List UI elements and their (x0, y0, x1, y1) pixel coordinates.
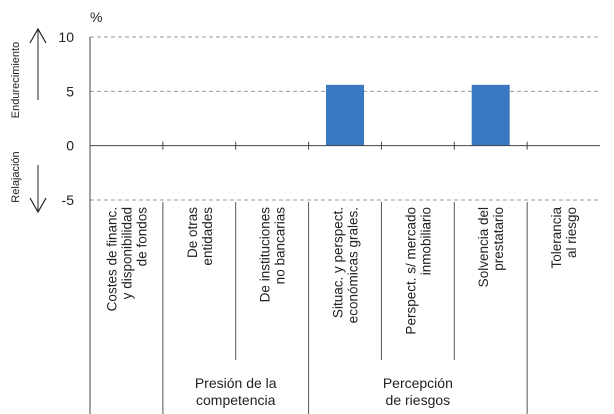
category-label-line: Solvencia del (476, 207, 491, 287)
category-label: De otrasentidades (185, 207, 215, 266)
category-label-line: al riesgo (564, 207, 579, 258)
bar (326, 84, 364, 146)
axes (89, 37, 600, 414)
category-label-line: económicas grales. (346, 207, 361, 323)
category-label: Solvencia delprestatario (476, 207, 506, 287)
category-label-line: De instituciones (258, 207, 273, 303)
group-label: competencia (196, 392, 276, 408)
down-arrow-head (29, 197, 47, 214)
category-label-line: prestatario (491, 207, 506, 271)
category-label-line: y disponibilidad (119, 207, 134, 299)
category-label: Costes de financ.y disponibilidadde fond… (104, 207, 149, 312)
category-label: Toleranciaal riesgo (549, 207, 579, 269)
y-tick-labels: -5 0 5 10 (58, 29, 74, 208)
direction-arrows: Endurecimiento Relajación (10, 27, 47, 214)
category-label-line: Perspect. s/ mercado (403, 207, 418, 335)
category-label-line: De otras (185, 207, 200, 258)
category-label-line: entidades (200, 207, 215, 266)
category-label-line: no bancarias (273, 207, 288, 285)
y-tick-label: 10 (58, 29, 74, 45)
category-label-line: de fondos (134, 207, 149, 267)
category-label-line: inmobiliario (418, 207, 433, 275)
y-tick-label: 0 (66, 138, 74, 154)
category-label-line: Tolerancia (549, 207, 564, 269)
y-tick-label: -5 (62, 192, 75, 208)
category-label: De institucionesno bancarias (258, 207, 288, 303)
category-label: Perspect. s/ mercadoinmobiliario (403, 207, 433, 335)
tightening-label: Endurecimiento (10, 42, 22, 118)
unit-label: % (90, 9, 102, 25)
easing-label: Relajación (10, 151, 22, 202)
group-label: Percepción (383, 375, 453, 391)
category-label: Situac. y perspect.económicas grales. (331, 207, 361, 323)
bars (326, 84, 510, 146)
bar (471, 84, 510, 146)
category-labels: Costes de financ.y disponibilidadde fond… (104, 207, 579, 335)
group-label: Presión de la (195, 375, 277, 391)
category-label-line: Situac. y perspect. (331, 207, 346, 318)
group-label: de riesgos (386, 392, 451, 408)
category-label-line: Costes de financ. (104, 207, 119, 311)
y-tick-label: 5 (66, 83, 74, 99)
up-arrow-head (29, 27, 47, 44)
